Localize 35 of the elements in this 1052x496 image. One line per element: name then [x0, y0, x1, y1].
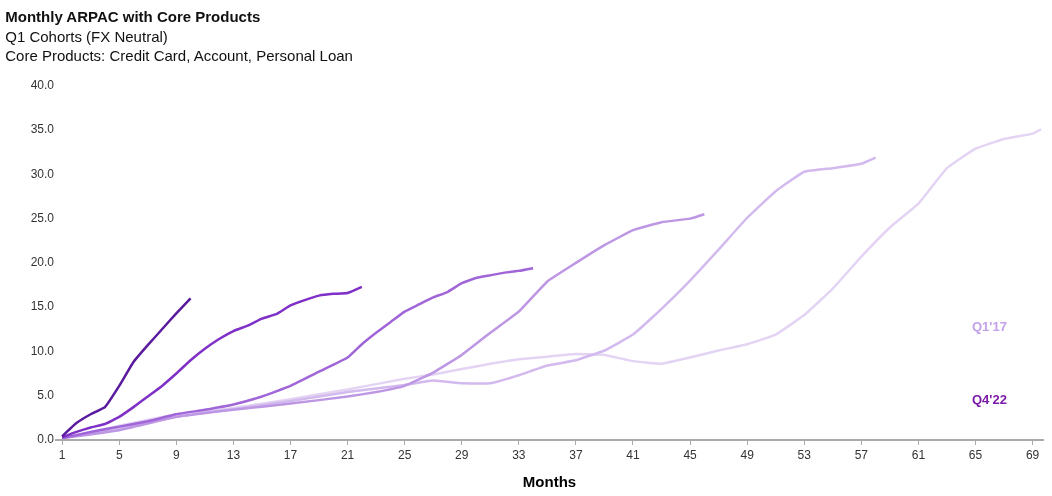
y-tick-label: 35.0	[30, 122, 55, 137]
annotation: Q4'22	[972, 392, 1007, 407]
line-series	[60, 285, 364, 439]
x-tick-label: 37	[569, 448, 583, 463]
x-tick-label: 29	[455, 448, 469, 463]
x-tick-label: 25	[397, 448, 412, 463]
line-series	[60, 266, 535, 439]
x-tick-label: 57	[854, 448, 869, 463]
x-tick-label: 45	[683, 448, 698, 463]
y-tick-label: 5.0	[37, 387, 55, 402]
chart-subtitle: Q1 Cohorts (FX Neutral) Core Products: Credit Card, Account, Personal Loan	[5, 27, 353, 65]
y-tick-label: 25.0	[30, 210, 55, 225]
y-tick-label: 20.0	[30, 255, 55, 270]
y-tick-label: 15.0	[30, 299, 55, 314]
x-tick-label: 53	[797, 448, 812, 463]
x-tick-label: 41	[626, 448, 640, 463]
x-tick-label: 17	[283, 448, 298, 463]
x-axis-title: Months	[522, 472, 577, 490]
y-tick-label: 40.0	[30, 78, 55, 93]
y-tick-label: 0.0	[37, 432, 55, 447]
x-tick-label: 69	[1025, 448, 1040, 463]
x-tick-label: 61	[911, 448, 926, 463]
x-tick-label: 5	[115, 448, 123, 463]
x-tick-label: 1	[58, 448, 66, 463]
x-tick-label: 49	[740, 448, 755, 463]
chart-title: Monthly ARPAC with Core Products	[5, 8, 261, 26]
y-tick-label: 10.0	[30, 343, 55, 358]
x-tick-label: 21	[340, 448, 355, 463]
line-series	[60, 297, 192, 438]
x-tick-label: 13	[226, 448, 241, 463]
y-tick-label: 30.0	[30, 166, 55, 181]
x-tick-label: 9	[172, 448, 180, 463]
annotation: Q1'17	[972, 319, 1007, 334]
x-tick-label: 65	[968, 448, 983, 463]
x-tick-label: 33	[512, 448, 526, 463]
